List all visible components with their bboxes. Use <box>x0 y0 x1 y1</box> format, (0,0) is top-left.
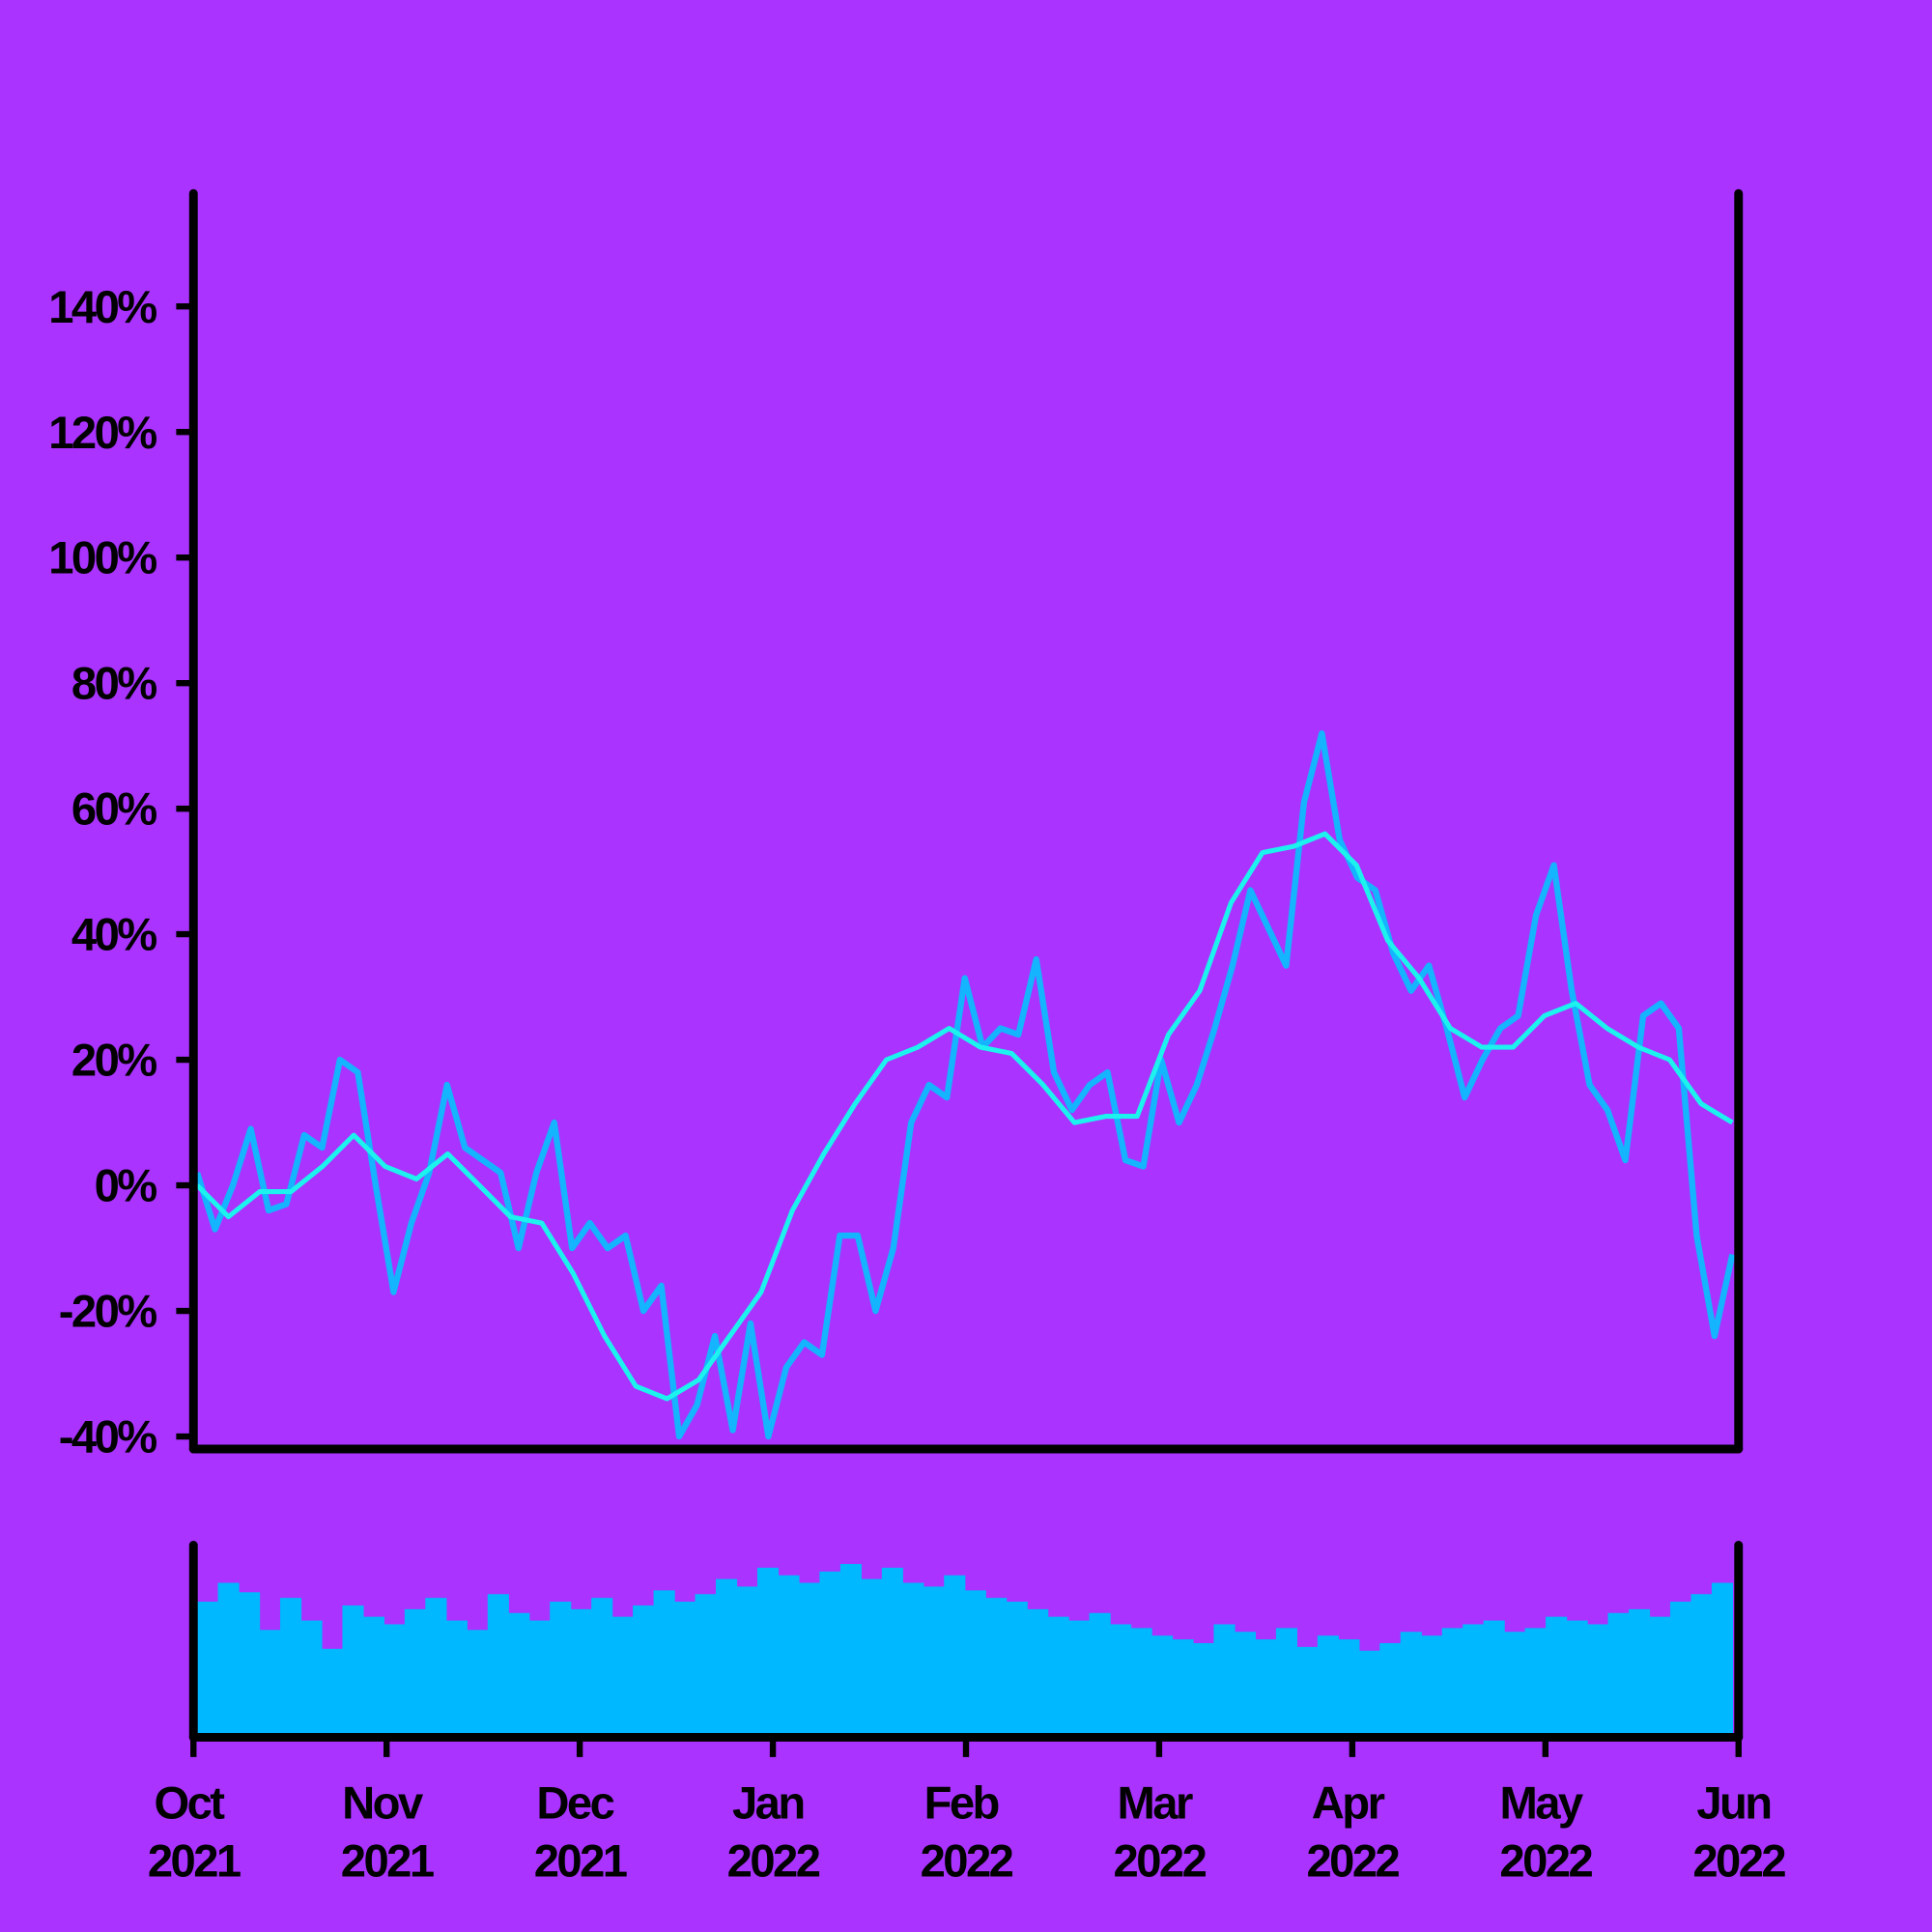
volume-bar <box>1463 1624 1485 1734</box>
volume-bar <box>508 1612 530 1734</box>
volume-bar <box>342 1605 364 1734</box>
volume-bar <box>570 1608 592 1734</box>
volume-bar <box>279 1598 302 1734</box>
volume-bar <box>1317 1635 1339 1734</box>
plot-area <box>176 303 1742 1757</box>
volume-bar <box>1546 1616 1568 1734</box>
volume-bar <box>1151 1635 1174 1734</box>
volume-bar <box>197 1602 219 1734</box>
volume-bar <box>1213 1624 1236 1734</box>
volume-bar <box>716 1578 738 1734</box>
volume-bar <box>445 1620 468 1734</box>
volume-bar <box>1483 1620 1505 1734</box>
y-tick-label: 140% <box>48 282 156 333</box>
volume-bar <box>1275 1628 1297 1734</box>
y-tick-label: -40% <box>59 1412 157 1463</box>
volume-bar <box>778 1575 800 1734</box>
volume-bar <box>611 1616 634 1734</box>
series-line <box>195 831 1734 1402</box>
volume-bar <box>1006 1602 1028 1734</box>
volume-bar <box>674 1602 696 1734</box>
x-tick-label: Nov 2021 <box>341 1778 434 1888</box>
volume-bar <box>425 1598 447 1734</box>
volume-bar <box>695 1594 717 1734</box>
volume-bar <box>300 1620 323 1734</box>
volume-bar <box>923 1586 945 1734</box>
volume-bar <box>1669 1602 1692 1734</box>
volume-bar <box>985 1598 1008 1734</box>
volume-bar <box>798 1582 821 1734</box>
volume-bar <box>467 1630 489 1734</box>
axes <box>188 188 1744 1742</box>
volume-bar <box>404 1608 426 1734</box>
volume-bar <box>1234 1632 1257 1734</box>
volume-bar <box>1504 1632 1526 1734</box>
x-tick-label: May 2022 <box>1499 1778 1592 1888</box>
volume-bar <box>550 1602 572 1734</box>
volume-bar <box>839 1564 862 1734</box>
x-tick-label: Feb 2022 <box>921 1778 1013 1888</box>
volume-bar <box>487 1594 509 1734</box>
volume-bar <box>528 1620 551 1734</box>
volume-bar <box>1524 1628 1547 1734</box>
volume-bar <box>1690 1594 1713 1734</box>
volume-bar <box>1587 1624 1609 1734</box>
volume-bar <box>259 1630 281 1734</box>
volume-bar <box>902 1582 924 1734</box>
volume-bar <box>861 1578 883 1734</box>
volume-bar <box>1649 1616 1671 1734</box>
volume-bar <box>1089 1612 1111 1734</box>
x-tick-label: Oct 2021 <box>148 1778 241 1888</box>
series-line <box>194 729 1736 1440</box>
volume-bar <box>819 1571 841 1734</box>
volume-bar <box>321 1648 344 1734</box>
volume-bar <box>1047 1616 1069 1734</box>
volume-bar <box>633 1605 655 1734</box>
volume-bar <box>881 1567 903 1734</box>
volume-bar <box>736 1586 758 1734</box>
volume-bar <box>1566 1620 1588 1734</box>
volume-bar <box>1358 1650 1380 1734</box>
y-tick-label: -20% <box>59 1287 157 1338</box>
volume-bar <box>964 1590 986 1734</box>
volume-bar <box>1130 1628 1152 1734</box>
volume-bar <box>944 1575 966 1734</box>
volume-bar <box>1628 1608 1651 1734</box>
volume-bar <box>217 1582 240 1734</box>
volume-bar <box>1296 1646 1319 1734</box>
x-tick-label: Jan 2022 <box>727 1778 820 1888</box>
volume-bar <box>1027 1608 1049 1734</box>
x-tick-label: Mar 2022 <box>1114 1778 1207 1888</box>
volume-bar <box>756 1567 780 1734</box>
volume-bar <box>1110 1624 1132 1734</box>
y-tick-label: 80% <box>71 659 156 710</box>
volume-bar <box>384 1624 406 1734</box>
volume-bar <box>653 1590 675 1734</box>
x-tick-label: Dec 2021 <box>534 1778 627 1888</box>
y-tick-label: 20% <box>71 1036 156 1087</box>
y-tick-label: 40% <box>71 910 156 961</box>
volume-bar <box>1068 1620 1091 1734</box>
y-tick-label: 60% <box>71 784 156 836</box>
volume-bar <box>1441 1628 1463 1734</box>
volume-bar <box>1379 1642 1402 1734</box>
volume-bar <box>362 1616 385 1734</box>
volume-bar <box>591 1598 613 1734</box>
volume-bar <box>1255 1639 1277 1734</box>
volume-bar <box>1711 1582 1734 1734</box>
x-tick-label: Jun 2022 <box>1692 1778 1785 1888</box>
y-tick-label: 120% <box>48 408 156 459</box>
volume-bar <box>1421 1635 1443 1734</box>
x-tick-label: Apr 2022 <box>1306 1778 1399 1888</box>
volume-bar <box>1607 1612 1630 1734</box>
volume-bar <box>239 1592 261 1734</box>
volume-bar <box>1172 1639 1194 1734</box>
y-tick-label: 0% <box>95 1161 157 1212</box>
volume-bar <box>1400 1632 1422 1734</box>
volume-bar <box>1338 1639 1360 1734</box>
y-tick-label: 100% <box>48 533 156 584</box>
volume-bar <box>1192 1642 1215 1734</box>
